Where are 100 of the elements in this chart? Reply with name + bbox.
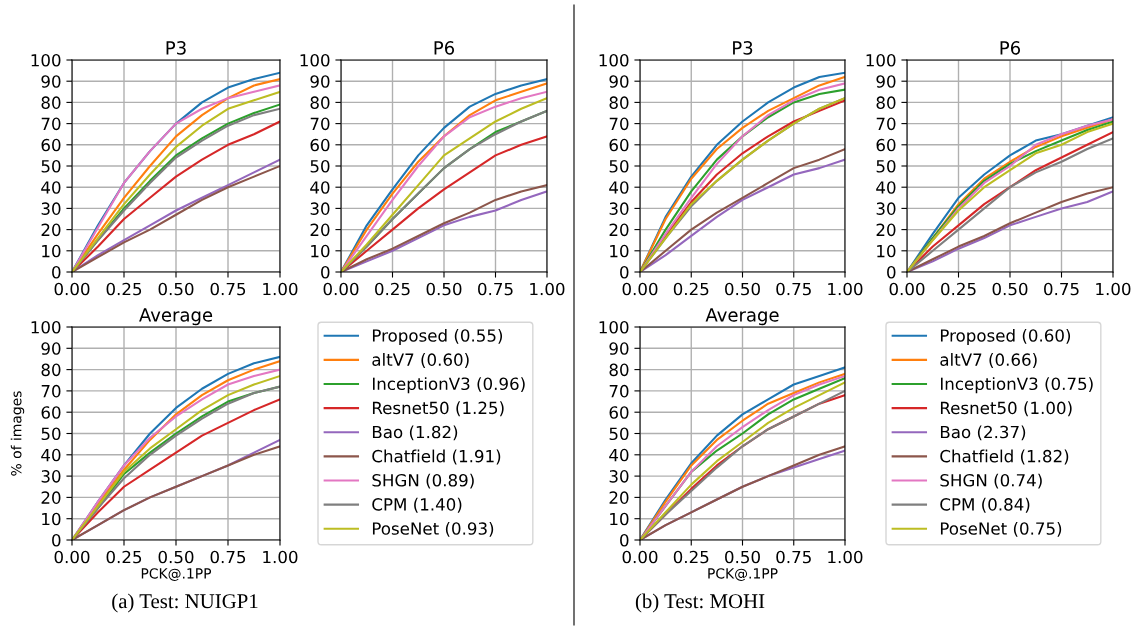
y-tick-label: 80	[876, 96, 896, 109]
legend-label: Bao (1.82)	[372, 425, 458, 441]
y-axis-title: % of images	[10, 391, 25, 476]
x-tick-label: 1.00	[1096, 282, 1131, 296]
y-tick-label: 20	[609, 491, 629, 504]
y-tick-label: 90	[876, 75, 896, 88]
legend-label: Chatfield (1.82)	[940, 449, 1069, 465]
y-tick-label: 40	[310, 181, 330, 194]
x-tick-label: 0.50	[158, 282, 194, 296]
y-tick-label: 80	[41, 363, 61, 377]
legend-label: Resnet50 (1.25)	[372, 401, 504, 417]
x-tick-label: 0.75	[210, 550, 246, 564]
legend-label: Proposed (0.60)	[940, 328, 1071, 346]
chart-title: P3	[733, 41, 753, 55]
chart-title: P6	[1000, 41, 1021, 55]
x-tick-label: 0.50	[725, 282, 760, 296]
y-tick-label: 60	[41, 138, 61, 152]
y-tick-label: 70	[609, 384, 629, 398]
y-tick-label: 10	[610, 244, 629, 258]
y-tick-label: 20	[876, 223, 896, 237]
x-tick-label: 0.50	[725, 550, 760, 564]
y-tick-label: 50	[41, 159, 61, 173]
y-tick-label: 60	[609, 138, 629, 152]
x-tick-label: 1.00	[263, 550, 298, 564]
legend-label: altV7 (0.66)	[940, 353, 1037, 368]
x-tick-label: 0.00	[54, 550, 90, 564]
x-tick-label: 0.50	[992, 282, 1028, 296]
y-tick-label: 80	[609, 96, 629, 109]
y-tick-label: 0	[620, 533, 629, 547]
y-tick-label: 100	[300, 53, 330, 67]
legend-label: Bao (2.37)	[940, 425, 1026, 441]
y-tick-label: 50	[310, 159, 330, 173]
y-tick-label: 90	[609, 75, 629, 88]
y-tick-label: 20	[609, 223, 629, 237]
y-tick-label: 30	[609, 470, 629, 483]
y-tick-label: 30	[876, 202, 896, 215]
x-tick-label: 0.75	[776, 282, 811, 296]
text: (b) Test: MOHI	[635, 593, 765, 613]
y-tick-label: 100	[599, 320, 629, 334]
y-tick-label: 30	[41, 202, 61, 215]
legend-label: Resnet50 (1.00)	[940, 401, 1072, 417]
legend-label: SHGN (0.74)	[940, 473, 1042, 489]
x-axis-title: PCK@.1PP	[708, 568, 778, 581]
y-tick-label: 20	[310, 223, 330, 237]
y-tick-label: 100	[31, 53, 61, 67]
x-tick-label: 0.25	[941, 282, 976, 296]
x-tick-label: 0.75	[210, 282, 246, 296]
legend-label: InceptionV3 (0.75)	[940, 377, 1093, 394]
y-tick-label: 50	[609, 159, 629, 173]
y-tick-label: 100	[599, 53, 629, 67]
x-tick-label: 0.00	[323, 282, 359, 296]
x-tick-label: 0.25	[375, 282, 410, 296]
x-tick-label: 1.00	[828, 550, 863, 564]
y-tick-label: 0	[52, 265, 61, 279]
y-tick-label: 40	[41, 181, 61, 194]
legend-label: CPM (1.40)	[372, 497, 462, 513]
x-axis-title: PCK@.1PP	[141, 568, 212, 581]
y-tick-label: 80	[41, 96, 61, 109]
y-tick-label: 60	[609, 406, 629, 419]
chart-title: P3	[166, 41, 186, 55]
y-tick-label: 20	[41, 223, 61, 237]
y-tick-label: 10	[877, 244, 896, 258]
chart-title: Average	[139, 308, 213, 326]
x-tick-label: 0.00	[622, 282, 658, 296]
x-tick-label: 0.75	[1044, 282, 1079, 296]
x-tick-label: 0.25	[106, 550, 142, 564]
x-tick-label: 1.00	[828, 282, 863, 296]
y-tick-label: 0	[321, 265, 330, 279]
legend-label: Chatfield (1.91)	[372, 449, 501, 465]
y-tick-label: 70	[310, 117, 330, 131]
x-tick-label: 0.25	[106, 282, 142, 296]
legend-label: altV7 (0.60)	[372, 353, 469, 368]
x-tick-label: 0.25	[673, 282, 709, 296]
y-tick-label: 90	[41, 342, 61, 355]
y-tick-label: 90	[310, 75, 330, 88]
y-tick-label: 10	[42, 512, 61, 526]
legend-label: Proposed (0.55)	[372, 328, 503, 346]
y-tick-label: 40	[609, 448, 629, 462]
chart-title: Average	[705, 308, 779, 326]
y-tick-label: 100	[866, 53, 896, 67]
legend-label: PoseNet (0.75)	[940, 521, 1062, 537]
y-tick-label: 50	[609, 427, 629, 441]
y-tick-label: 30	[41, 470, 61, 483]
y-tick-label: 30	[310, 202, 330, 215]
y-tick-label: 0	[887, 265, 896, 279]
legend-label: PoseNet (0.93)	[372, 521, 494, 537]
y-tick-label: 60	[310, 138, 330, 152]
y-tick-label: 80	[609, 363, 629, 377]
x-tick-label: 1.00	[263, 282, 298, 296]
x-tick-label: 0.00	[54, 282, 90, 296]
y-tick-label: 70	[41, 384, 61, 398]
legend-label: InceptionV3 (0.96)	[372, 377, 525, 394]
y-tick-label: 80	[310, 96, 330, 109]
y-tick-label: 30	[609, 202, 629, 215]
y-tick-label: 70	[609, 117, 629, 131]
y-tick-label: 10	[610, 512, 629, 526]
y-tick-label: 50	[41, 427, 61, 441]
y-tick-label: 20	[41, 491, 61, 504]
x-tick-label: 0.75	[478, 282, 513, 296]
legend-label: CPM (0.84)	[940, 497, 1030, 513]
